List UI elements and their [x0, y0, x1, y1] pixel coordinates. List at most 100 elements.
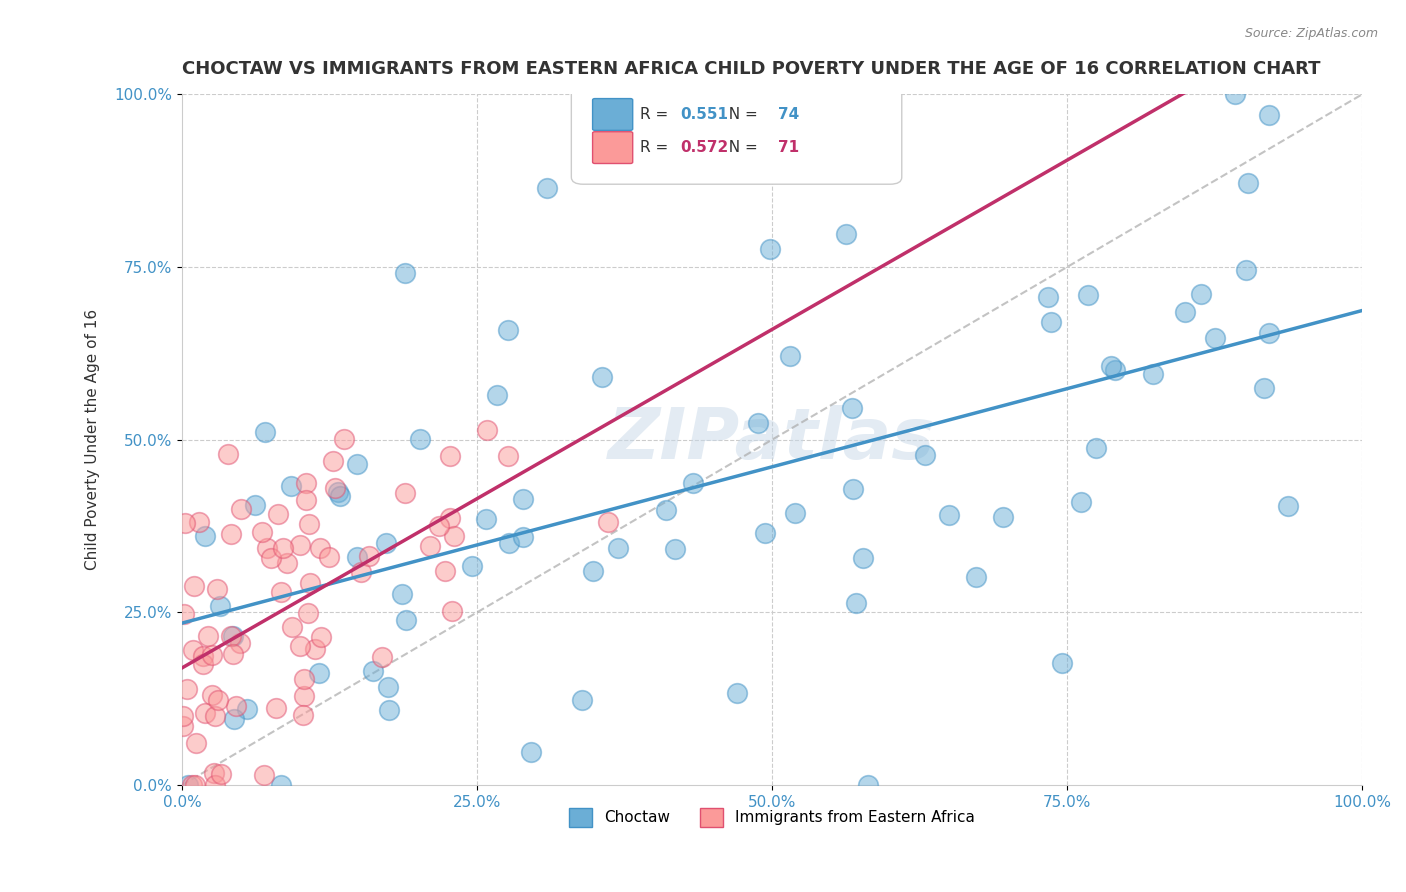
Point: [1142, 368, 1164, 382]
Text: CHOCTAW VS IMMIGRANTS FROM EASTERN AFRICA CHILD POVERTY UNDER THE AGE OF 16 CORR: CHOCTAW VS IMMIGRANTS FROM EASTERN AFRIC…: [181, 60, 1320, 78]
Point: [173, 516, 195, 531]
Point: [194, 529, 217, 543]
Point: [207, 693, 229, 707]
Y-axis label: Child Poverty Under the Age of 16: Child Poverty Under the Age of 16: [86, 310, 100, 570]
Point: [188, 516, 211, 530]
Point: [299, 576, 322, 591]
Point: [1099, 359, 1122, 373]
Point: [243, 499, 266, 513]
Text: R =: R =: [640, 107, 673, 122]
Point: [845, 596, 868, 610]
Point: [759, 243, 782, 257]
Point: [842, 482, 865, 496]
Text: N =: N =: [718, 107, 762, 122]
Point: [221, 629, 243, 643]
Point: [536, 181, 558, 195]
Point: [276, 556, 298, 570]
Point: [290, 538, 312, 552]
Point: [682, 475, 704, 490]
Point: [288, 640, 311, 654]
Point: [172, 709, 194, 723]
Point: [295, 476, 318, 491]
Point: [308, 666, 330, 681]
Point: [209, 766, 232, 780]
Point: [439, 510, 461, 524]
Point: [606, 541, 628, 555]
Point: [219, 526, 242, 541]
Point: [183, 579, 205, 593]
Point: [229, 502, 252, 516]
Point: [349, 565, 371, 579]
Point: [329, 489, 352, 503]
Point: [475, 423, 498, 437]
Point: [193, 706, 215, 720]
Point: [1236, 176, 1258, 190]
Point: [485, 387, 508, 401]
FancyBboxPatch shape: [571, 80, 901, 185]
Text: 74: 74: [778, 107, 799, 122]
Point: [357, 549, 380, 563]
Point: [202, 765, 225, 780]
Point: [183, 778, 205, 792]
Point: [1077, 287, 1099, 301]
Point: [294, 493, 316, 508]
FancyBboxPatch shape: [592, 132, 633, 163]
Text: ZIPatlas: ZIPatlas: [609, 405, 935, 475]
Point: [173, 607, 195, 622]
Point: [201, 688, 224, 702]
Point: [520, 745, 543, 759]
Point: [172, 719, 194, 733]
Point: [250, 524, 273, 539]
Point: [201, 648, 224, 662]
Legend: Choctaw, Immigrants from Eastern Africa: Choctaw, Immigrants from Eastern Africa: [562, 802, 981, 833]
Point: [427, 518, 450, 533]
Point: [1277, 499, 1299, 513]
Point: [184, 736, 207, 750]
Point: [938, 508, 960, 522]
Point: [747, 417, 769, 431]
Point: [292, 672, 315, 686]
Point: [498, 535, 520, 549]
Point: [209, 599, 232, 613]
Point: [205, 582, 228, 596]
Point: [779, 349, 801, 363]
Point: [439, 449, 461, 463]
Point: [270, 584, 292, 599]
Text: Source: ZipAtlas.com: Source: ZipAtlas.com: [1244, 27, 1378, 40]
Point: [322, 454, 344, 468]
Point: [378, 702, 401, 716]
Point: [856, 778, 879, 792]
Point: [176, 682, 198, 697]
Point: [333, 432, 356, 446]
Point: [1253, 381, 1275, 395]
Point: [377, 681, 399, 695]
Point: [236, 702, 259, 716]
Point: [298, 516, 321, 531]
Point: [1070, 495, 1092, 509]
Point: [183, 642, 205, 657]
Point: [346, 457, 368, 471]
Point: [498, 323, 520, 337]
Point: [440, 605, 463, 619]
Point: [1104, 363, 1126, 377]
Point: [266, 507, 288, 521]
Point: [419, 539, 441, 553]
Point: [346, 549, 368, 564]
Point: [264, 700, 287, 714]
Point: [256, 541, 278, 555]
Point: [260, 550, 283, 565]
Point: [281, 620, 304, 634]
Point: [1039, 315, 1062, 329]
Point: [323, 481, 346, 495]
Text: 0.572: 0.572: [681, 140, 728, 155]
Point: [270, 778, 292, 792]
Point: [297, 607, 319, 621]
Point: [1204, 331, 1226, 345]
Point: [292, 689, 315, 703]
Point: [783, 506, 806, 520]
Point: [841, 401, 863, 415]
Point: [391, 587, 413, 601]
Point: [197, 629, 219, 643]
Point: [222, 712, 245, 726]
Point: [433, 564, 456, 578]
